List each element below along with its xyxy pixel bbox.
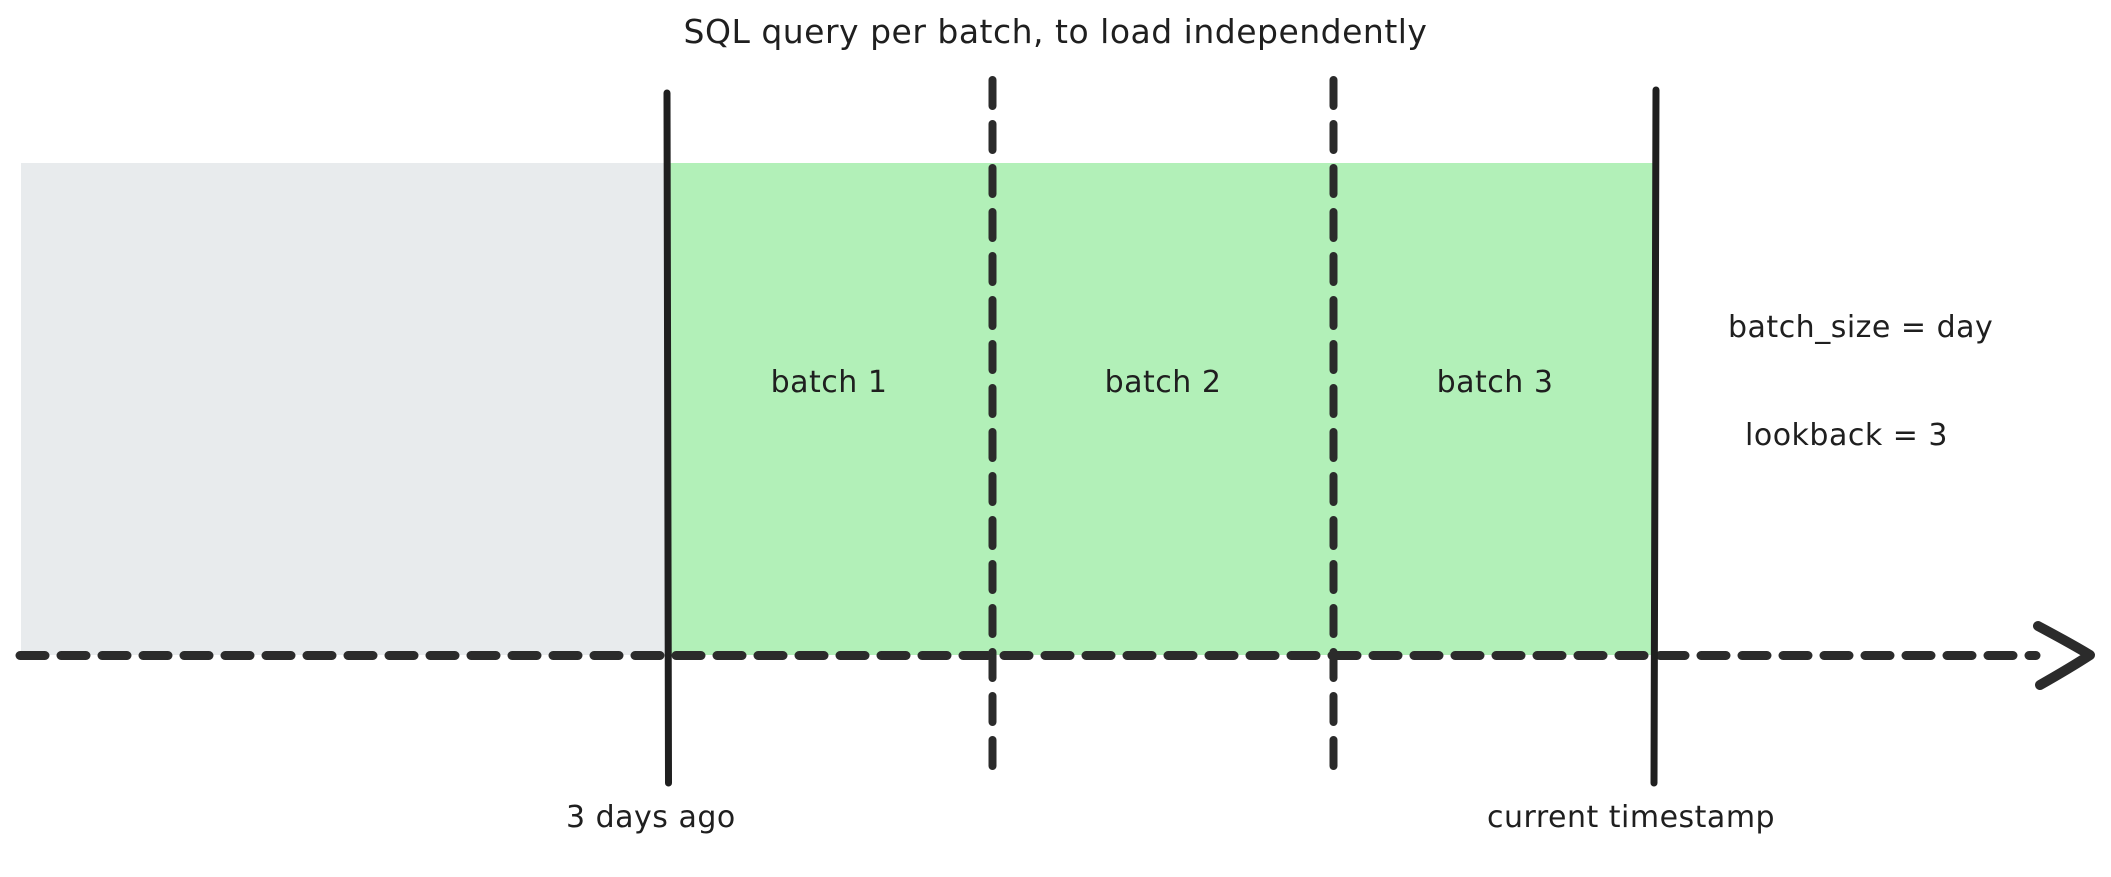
diagram-title: SQL query per batch, to load independent… bbox=[683, 12, 1428, 51]
lookback-start-boundary bbox=[663, 89, 672, 787]
parameter-batch-size: batch_size = day bbox=[1728, 310, 1994, 345]
parameter-lookback: lookback = 3 bbox=[1745, 418, 1949, 453]
batch-label-1: batch 1 bbox=[770, 365, 888, 400]
historical-unloaded-region bbox=[21, 163, 667, 655]
axis-tick-label-left: 3 days ago bbox=[566, 800, 736, 835]
time-axis-arrow-icon bbox=[2033, 621, 2095, 690]
lookback-window-region bbox=[667, 163, 1655, 655]
batch-label-2: batch 2 bbox=[1104, 365, 1222, 400]
batch-label-3: batch 3 bbox=[1436, 365, 1554, 400]
axis-tick-label-right: current timestamp bbox=[1487, 800, 1776, 835]
current-timestamp-boundary bbox=[1650, 86, 1660, 787]
